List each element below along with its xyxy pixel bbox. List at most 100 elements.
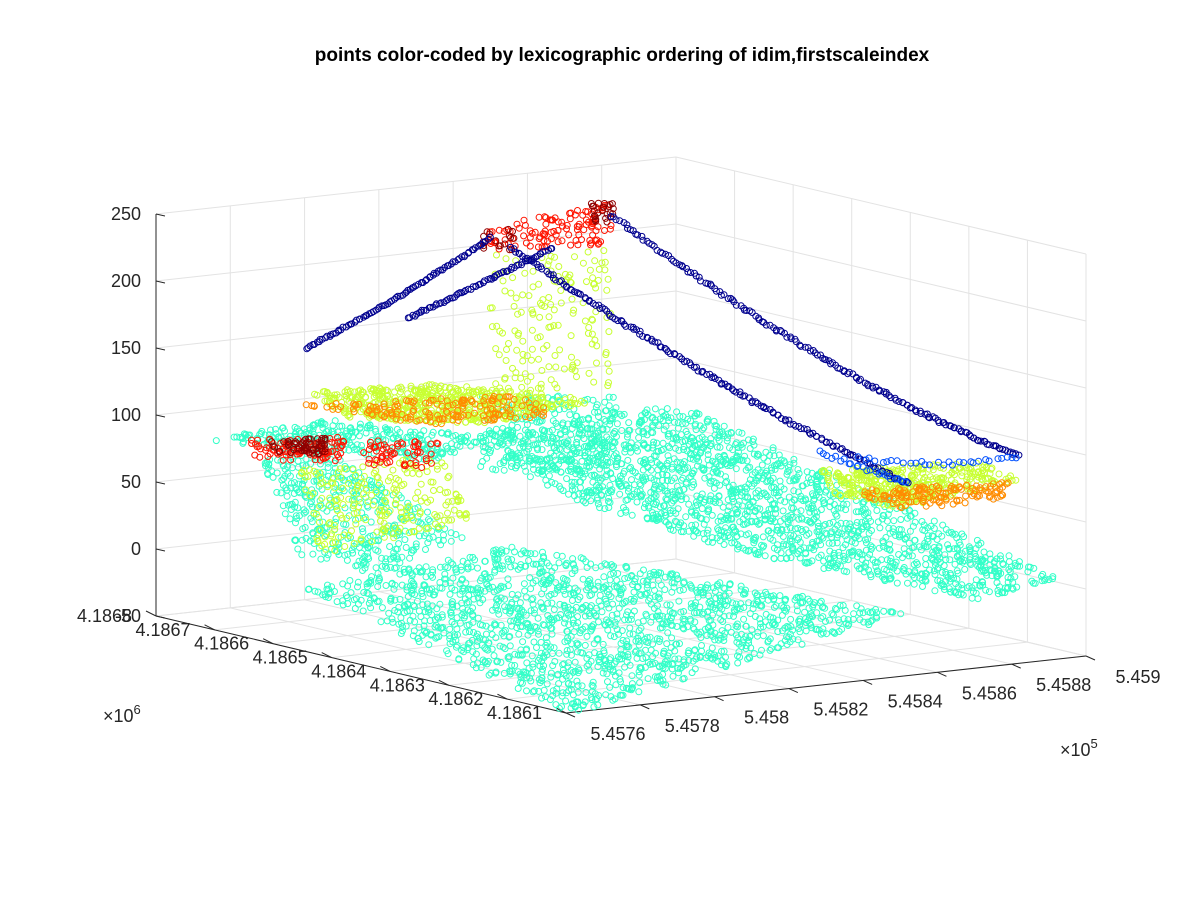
data-point — [487, 669, 495, 677]
data-point — [899, 565, 907, 573]
data-point — [333, 598, 341, 606]
data-point — [790, 455, 798, 463]
data-point — [788, 544, 796, 552]
data-point — [680, 446, 688, 453]
data-point — [591, 408, 598, 416]
data-point — [493, 596, 500, 604]
data-point — [368, 538, 376, 546]
data-point — [587, 582, 594, 590]
data-point — [732, 441, 740, 448]
data-point — [693, 653, 701, 661]
data-point — [823, 630, 830, 638]
data-point — [331, 417, 339, 425]
data-point — [565, 621, 573, 629]
data-point — [829, 611, 837, 619]
data-point — [283, 492, 291, 500]
data-point — [628, 680, 636, 688]
data-point — [720, 612, 728, 620]
data-point — [608, 561, 615, 569]
data-point — [643, 581, 651, 589]
data-point — [359, 528, 367, 536]
data-point — [375, 387, 383, 395]
data-point — [601, 505, 609, 513]
data-point — [529, 595, 537, 603]
data-point — [523, 421, 531, 429]
data-point — [768, 466, 776, 474]
data-point — [458, 534, 466, 542]
data-point — [593, 401, 601, 409]
data-point — [665, 430, 673, 438]
data-point — [268, 467, 275, 475]
data-point — [391, 489, 399, 497]
data-point — [692, 599, 699, 607]
data-point — [844, 556, 852, 564]
data-point — [607, 469, 614, 477]
data-point — [1038, 577, 1046, 585]
data-point — [610, 582, 618, 590]
data-point — [748, 518, 756, 526]
data-point — [583, 662, 591, 670]
data-point — [720, 532, 728, 540]
data-point — [444, 509, 451, 517]
data-point — [581, 467, 589, 475]
data-point — [810, 515, 818, 523]
data-point — [689, 478, 697, 486]
data-point — [678, 663, 686, 671]
data-point — [819, 629, 827, 637]
data-point — [808, 612, 816, 620]
data-point — [675, 597, 683, 605]
data-point — [531, 550, 539, 558]
data-point — [348, 428, 356, 436]
data-point — [372, 488, 380, 496]
data-point — [691, 646, 699, 654]
data-point — [801, 495, 809, 503]
data-point — [521, 668, 529, 676]
data-point — [596, 591, 604, 599]
data-point — [530, 638, 538, 646]
data-point — [760, 489, 768, 497]
data-point — [333, 469, 341, 477]
data-point — [548, 618, 556, 626]
data-point — [638, 490, 646, 498]
data-point — [572, 466, 580, 473]
data-point — [592, 487, 600, 495]
data-point — [422, 391, 430, 399]
data-point — [833, 512, 841, 520]
data-point — [864, 608, 872, 616]
data-point — [634, 583, 642, 591]
data-point — [611, 660, 618, 668]
data-point — [441, 570, 449, 578]
data-point — [796, 554, 804, 562]
data-point — [720, 584, 728, 592]
data-point — [506, 667, 514, 675]
data-point — [364, 498, 372, 506]
data-point — [724, 434, 731, 442]
data-point — [619, 684, 627, 692]
data-point — [547, 673, 555, 681]
data-point — [708, 534, 716, 542]
data-point — [528, 596, 536, 604]
data-point — [374, 583, 382, 590]
data-point — [304, 473, 312, 480]
data-point — [506, 604, 514, 612]
x-tick — [640, 704, 650, 710]
data-point — [813, 528, 821, 536]
data-point — [693, 589, 701, 597]
data-point — [479, 621, 486, 629]
data-point — [774, 616, 782, 624]
data-point — [492, 669, 500, 677]
data-point — [230, 433, 238, 441]
data-point — [947, 575, 955, 583]
data-point — [647, 618, 655, 626]
data-point — [703, 417, 711, 425]
data-point — [578, 682, 586, 690]
data-point — [586, 425, 594, 433]
data-point — [590, 471, 598, 479]
data-point — [493, 442, 501, 450]
data-point — [994, 590, 1002, 598]
data-point — [602, 582, 610, 590]
data-point — [564, 680, 572, 688]
data-point — [610, 430, 618, 438]
data-point — [594, 578, 602, 586]
data-point — [859, 609, 867, 617]
